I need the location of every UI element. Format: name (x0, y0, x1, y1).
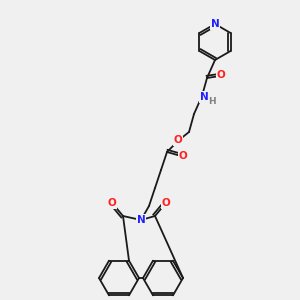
Text: O: O (178, 151, 188, 161)
Text: N: N (200, 92, 208, 102)
Text: O: O (217, 70, 225, 80)
Text: O: O (162, 198, 170, 208)
Text: H: H (208, 97, 216, 106)
Text: O: O (174, 135, 182, 145)
Text: N: N (211, 19, 219, 29)
Text: N: N (136, 215, 146, 225)
Text: O: O (108, 198, 116, 208)
